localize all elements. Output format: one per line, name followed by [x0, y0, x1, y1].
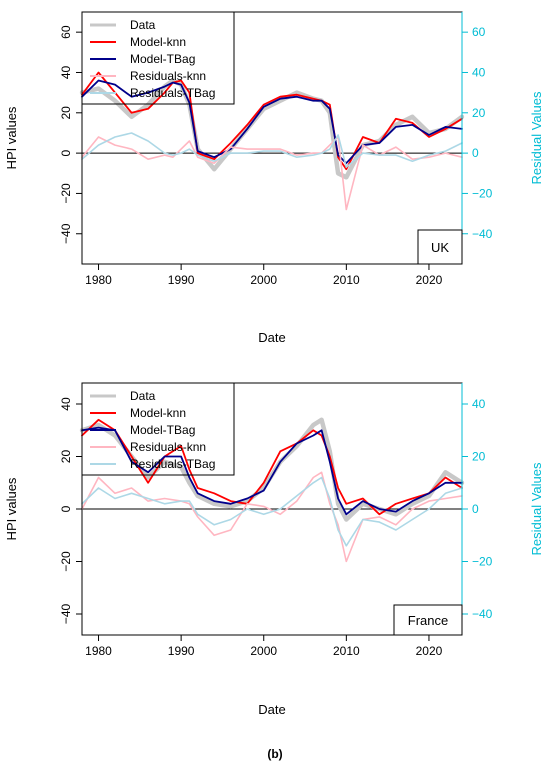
series-group [82, 420, 462, 562]
y2-tick-label: −40 [472, 227, 493, 241]
x-tick-label: 1980 [85, 644, 112, 658]
legend-label: Residuals-knn [130, 69, 206, 83]
series-line-model-tbag [82, 81, 462, 164]
legend-label: Residuals-TBag [130, 457, 215, 471]
country-box [417, 229, 463, 265]
y2-axis-label: Residual Values [529, 462, 544, 555]
x-tick-label: 2020 [416, 644, 443, 658]
y-tick-label: −40 [59, 603, 73, 624]
y2-tick-label: 40 [472, 397, 486, 411]
country-label: UK [431, 240, 449, 255]
chart-panels: 1980 1990 2000 2010 2020−40−200204060−40−200… [4, 11, 544, 717]
x-tick-label: 2000 [250, 644, 277, 658]
legend-label: Model-knn [130, 35, 186, 49]
series-line-model-tbag [82, 428, 462, 515]
series-line-residuals-tbag [82, 133, 462, 167]
country-label: France [408, 613, 448, 628]
legend-label: Model-TBag [130, 52, 195, 66]
y-axis-label: HPI values [4, 477, 19, 540]
y2-tick-label: 0 [472, 502, 479, 516]
chart-panel-uk: 1980 1990 2000 2010 2020 −40 −20 0 20 40 60 −40 −20 0… [4, 11, 544, 345]
x-axis-label: Date [258, 330, 285, 345]
legend-label: Model-TBag [130, 423, 195, 437]
figure-label: (b) [267, 747, 282, 761]
y2-tick-label: 40 [472, 65, 486, 79]
y-tick-label: 60 [59, 25, 73, 39]
y-tick-label: 40 [59, 397, 73, 411]
legend: Data Model-knn Model-TBag Residuals-knn Resi… [81, 382, 235, 476]
x-axis-label: Date [258, 702, 285, 717]
legend-label: Residuals-knn [130, 440, 206, 454]
y2-tick-label: −20 [472, 555, 493, 569]
y-tick-label: −40 [59, 223, 73, 244]
series-line-model-knn [82, 73, 462, 170]
x-tick-label: 1980 [85, 273, 112, 287]
legend-label: Residuals-TBag [130, 86, 215, 100]
y2-tick-label: −40 [472, 607, 493, 621]
plot-frame [81, 11, 463, 265]
chart-panel-france: 1980 1990 2000 2010 2020 −40 −20 0 20 40 −40 −20 0 20… [4, 382, 544, 717]
country-box [393, 604, 463, 636]
legend-label: Model-knn [130, 406, 186, 420]
series-line-residuals-knn [82, 472, 462, 561]
y-tick-label: 40 [59, 65, 73, 79]
y-tick-label: 20 [59, 106, 73, 120]
y2-tick-label: 0 [472, 146, 479, 160]
x-tick-label: 2010 [333, 644, 360, 658]
y-tick-label: 20 [59, 450, 73, 464]
y-tick-label: 0 [59, 505, 73, 512]
series-line-model-knn [82, 420, 462, 515]
legend-box [81, 382, 235, 476]
y2-tick-label: −20 [472, 186, 493, 200]
legend-box [81, 11, 235, 105]
y2-tick-label: 60 [472, 25, 486, 39]
y2-tick-label: 20 [472, 106, 486, 120]
series-line-data [82, 81, 462, 178]
legend: Data Model-knn Model-TBag Residuals-knn Resi… [81, 11, 235, 105]
y-axis-label: HPI values [4, 106, 19, 169]
series-line-residuals-tbag [82, 478, 462, 546]
x-tick-label: 2010 [333, 273, 360, 287]
legend-label: Data [130, 389, 156, 403]
x-tick-label: 1990 [168, 644, 195, 658]
x-tick-label: 2020 [416, 273, 443, 287]
x-tick-label: 1990 [168, 273, 195, 287]
y2-tick-label: 20 [472, 450, 486, 464]
legend-label: Data [130, 18, 156, 32]
x-tick-label: 2000 [250, 273, 277, 287]
y2-axis-label: Residual Values [529, 91, 544, 184]
y-tick-label: −20 [59, 183, 73, 204]
series-line-residuals-knn [82, 137, 462, 210]
y-tick-label: −20 [59, 551, 73, 572]
series-group [82, 73, 462, 210]
y-tick-label: 0 [59, 149, 73, 156]
